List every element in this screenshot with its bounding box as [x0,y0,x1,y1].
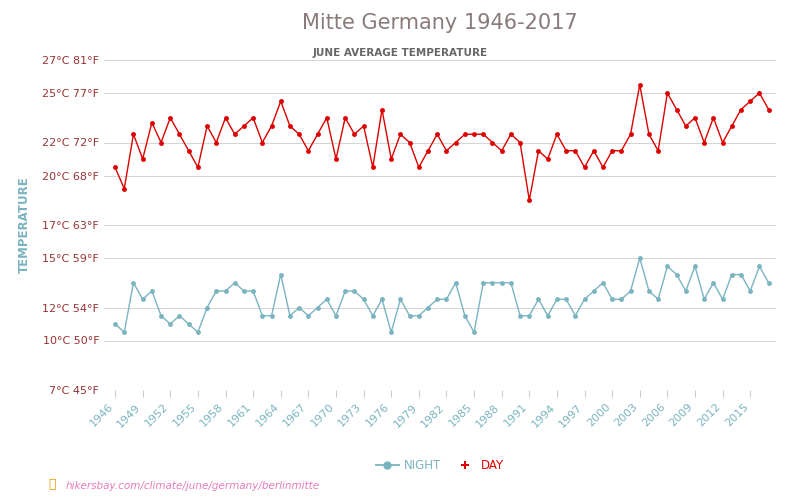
Text: ⌖: ⌖ [48,478,56,491]
Text: hikersbay.com/climate/june/germany/berlinmitte: hikersbay.com/climate/june/germany/berli… [66,481,320,491]
Title: Mitte Germany 1946-2017: Mitte Germany 1946-2017 [302,14,578,34]
Text: JUNE AVERAGE TEMPERATURE: JUNE AVERAGE TEMPERATURE [313,48,487,58]
Y-axis label: TEMPERATURE: TEMPERATURE [18,176,31,274]
Legend: NIGHT, DAY: NIGHT, DAY [371,454,509,476]
